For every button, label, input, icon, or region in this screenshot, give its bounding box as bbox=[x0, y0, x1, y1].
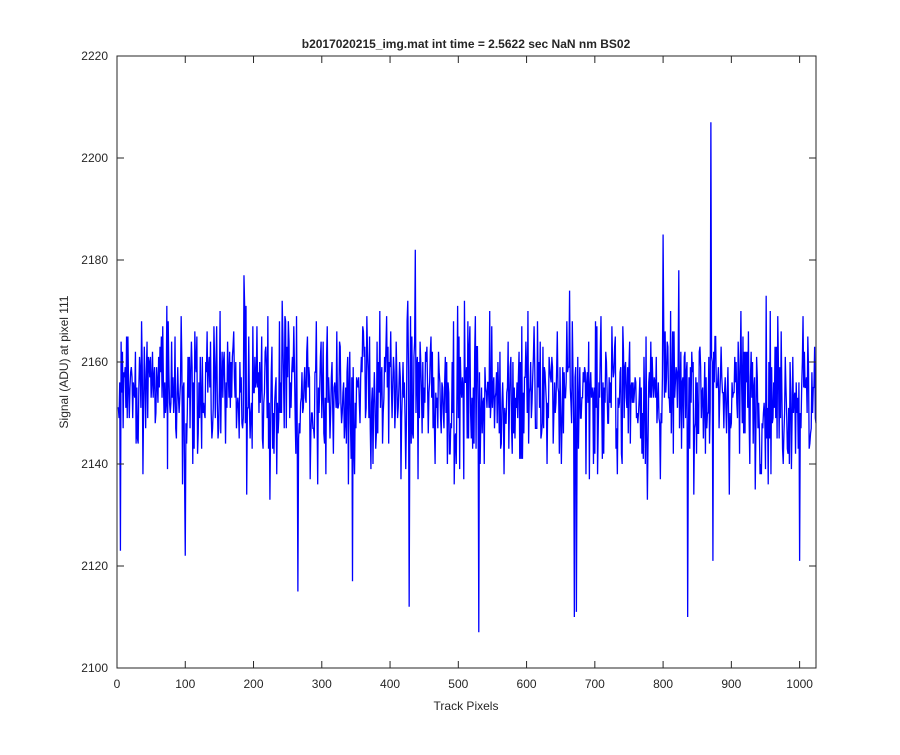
y-tick-label: 2100 bbox=[81, 661, 108, 675]
x-tick-label: 400 bbox=[380, 677, 400, 691]
x-tick-label: 800 bbox=[653, 677, 673, 691]
x-axis: 0 100 200 300 400 500 600 700 800 900 1000 bbox=[114, 56, 813, 691]
data-layer bbox=[117, 122, 817, 633]
series-line bbox=[117, 122, 817, 633]
x-tick-label: 100 bbox=[175, 677, 195, 691]
chart-title: b2017020215_img.mat int time = 2.5622 se… bbox=[302, 37, 631, 51]
x-tick-label: 200 bbox=[244, 677, 264, 691]
y-tick-label: 2220 bbox=[81, 49, 108, 63]
x-tick-label: 1000 bbox=[786, 677, 813, 691]
y-tick-label: 2180 bbox=[81, 253, 108, 267]
y-tick-label: 2200 bbox=[81, 151, 108, 165]
y-tick-label: 2140 bbox=[81, 457, 108, 471]
x-axis-label: Track Pixels bbox=[434, 699, 499, 713]
x-tick-label: 300 bbox=[312, 677, 332, 691]
y-axis: 2100 2120 2140 2160 2180 2200 2220 bbox=[81, 49, 816, 675]
x-tick-label: 0 bbox=[114, 677, 121, 691]
y-tick-label: 2160 bbox=[81, 355, 108, 369]
y-axis-label: Signal (ADU) at pixel 111 bbox=[57, 295, 71, 428]
y-tick-label: 2120 bbox=[81, 559, 108, 573]
x-tick-label: 900 bbox=[721, 677, 741, 691]
x-tick-label: 700 bbox=[585, 677, 605, 691]
x-tick-label: 600 bbox=[517, 677, 537, 691]
x-tick-label: 500 bbox=[448, 677, 468, 691]
